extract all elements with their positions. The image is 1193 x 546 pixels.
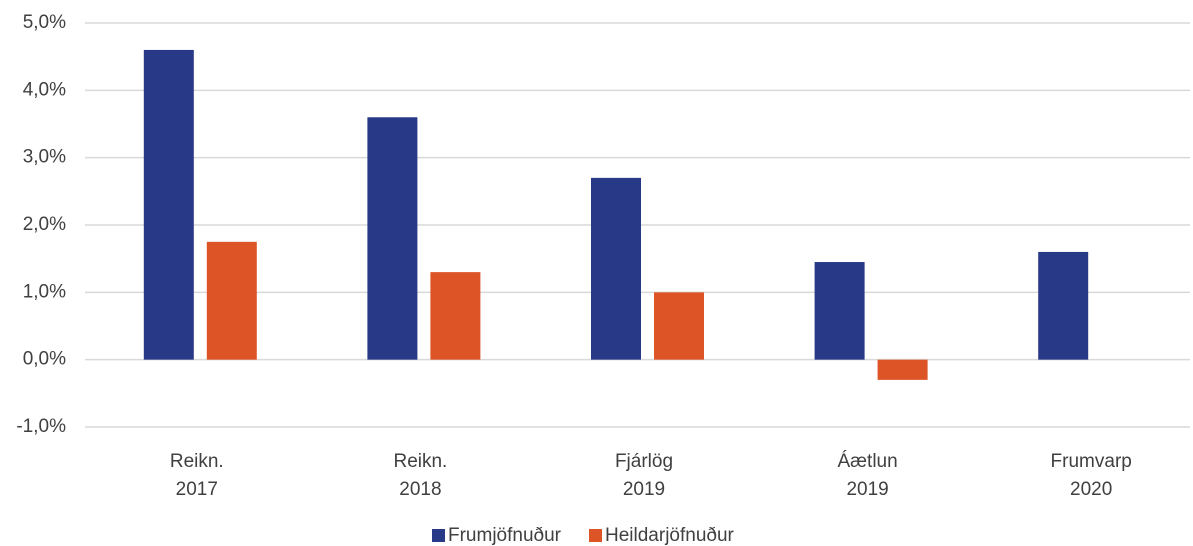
bar bbox=[654, 292, 704, 360]
y-tick-label: 5,0% bbox=[23, 12, 66, 33]
legend-label: Heildarjöfnuður bbox=[605, 525, 735, 546]
x-tick-label: Reikn. 2017 bbox=[170, 451, 224, 500]
y-tick-label: -1,0% bbox=[16, 416, 66, 437]
x-tick-label: Reikn. 2018 bbox=[393, 451, 447, 500]
bar bbox=[367, 117, 418, 360]
x-tick-line: 2019 bbox=[623, 479, 665, 500]
x-tick-line: 2017 bbox=[176, 479, 218, 500]
x-tick-line: 2019 bbox=[846, 479, 888, 500]
y-tick-label: 1,0% bbox=[23, 281, 66, 302]
y-tick-label: 3,0% bbox=[23, 147, 66, 168]
x-tick-line: 2020 bbox=[1070, 479, 1112, 500]
legend-swatch bbox=[432, 529, 445, 542]
x-tick-line: Fjárlög bbox=[615, 451, 673, 472]
x-tick-label: Frumvarp 2020 bbox=[1051, 451, 1132, 500]
bar bbox=[877, 359, 928, 380]
bar bbox=[206, 241, 257, 360]
bar bbox=[1038, 251, 1089, 360]
bar bbox=[814, 262, 865, 360]
y-tick-label: 2,0% bbox=[23, 214, 66, 235]
x-tick-label: Áætlun 2019 bbox=[837, 451, 897, 500]
x-tick-line: Frumvarp bbox=[1051, 451, 1132, 472]
bar bbox=[143, 49, 194, 360]
x-tick-label: Fjárlög 2019 bbox=[615, 451, 673, 500]
x-tick-line: Reikn. bbox=[170, 451, 224, 472]
legend-label: Frumjöfnuður bbox=[448, 525, 562, 546]
bar bbox=[430, 272, 481, 360]
y-tick-label: 0,0% bbox=[23, 349, 66, 370]
x-tick-line: Reikn. bbox=[393, 451, 447, 472]
bar bbox=[591, 177, 641, 360]
x-tick-line: Áætlun bbox=[837, 451, 897, 472]
x-tick-line: 2018 bbox=[399, 479, 441, 500]
legend-swatch bbox=[589, 529, 602, 542]
y-tick-label: 4,0% bbox=[23, 79, 66, 100]
